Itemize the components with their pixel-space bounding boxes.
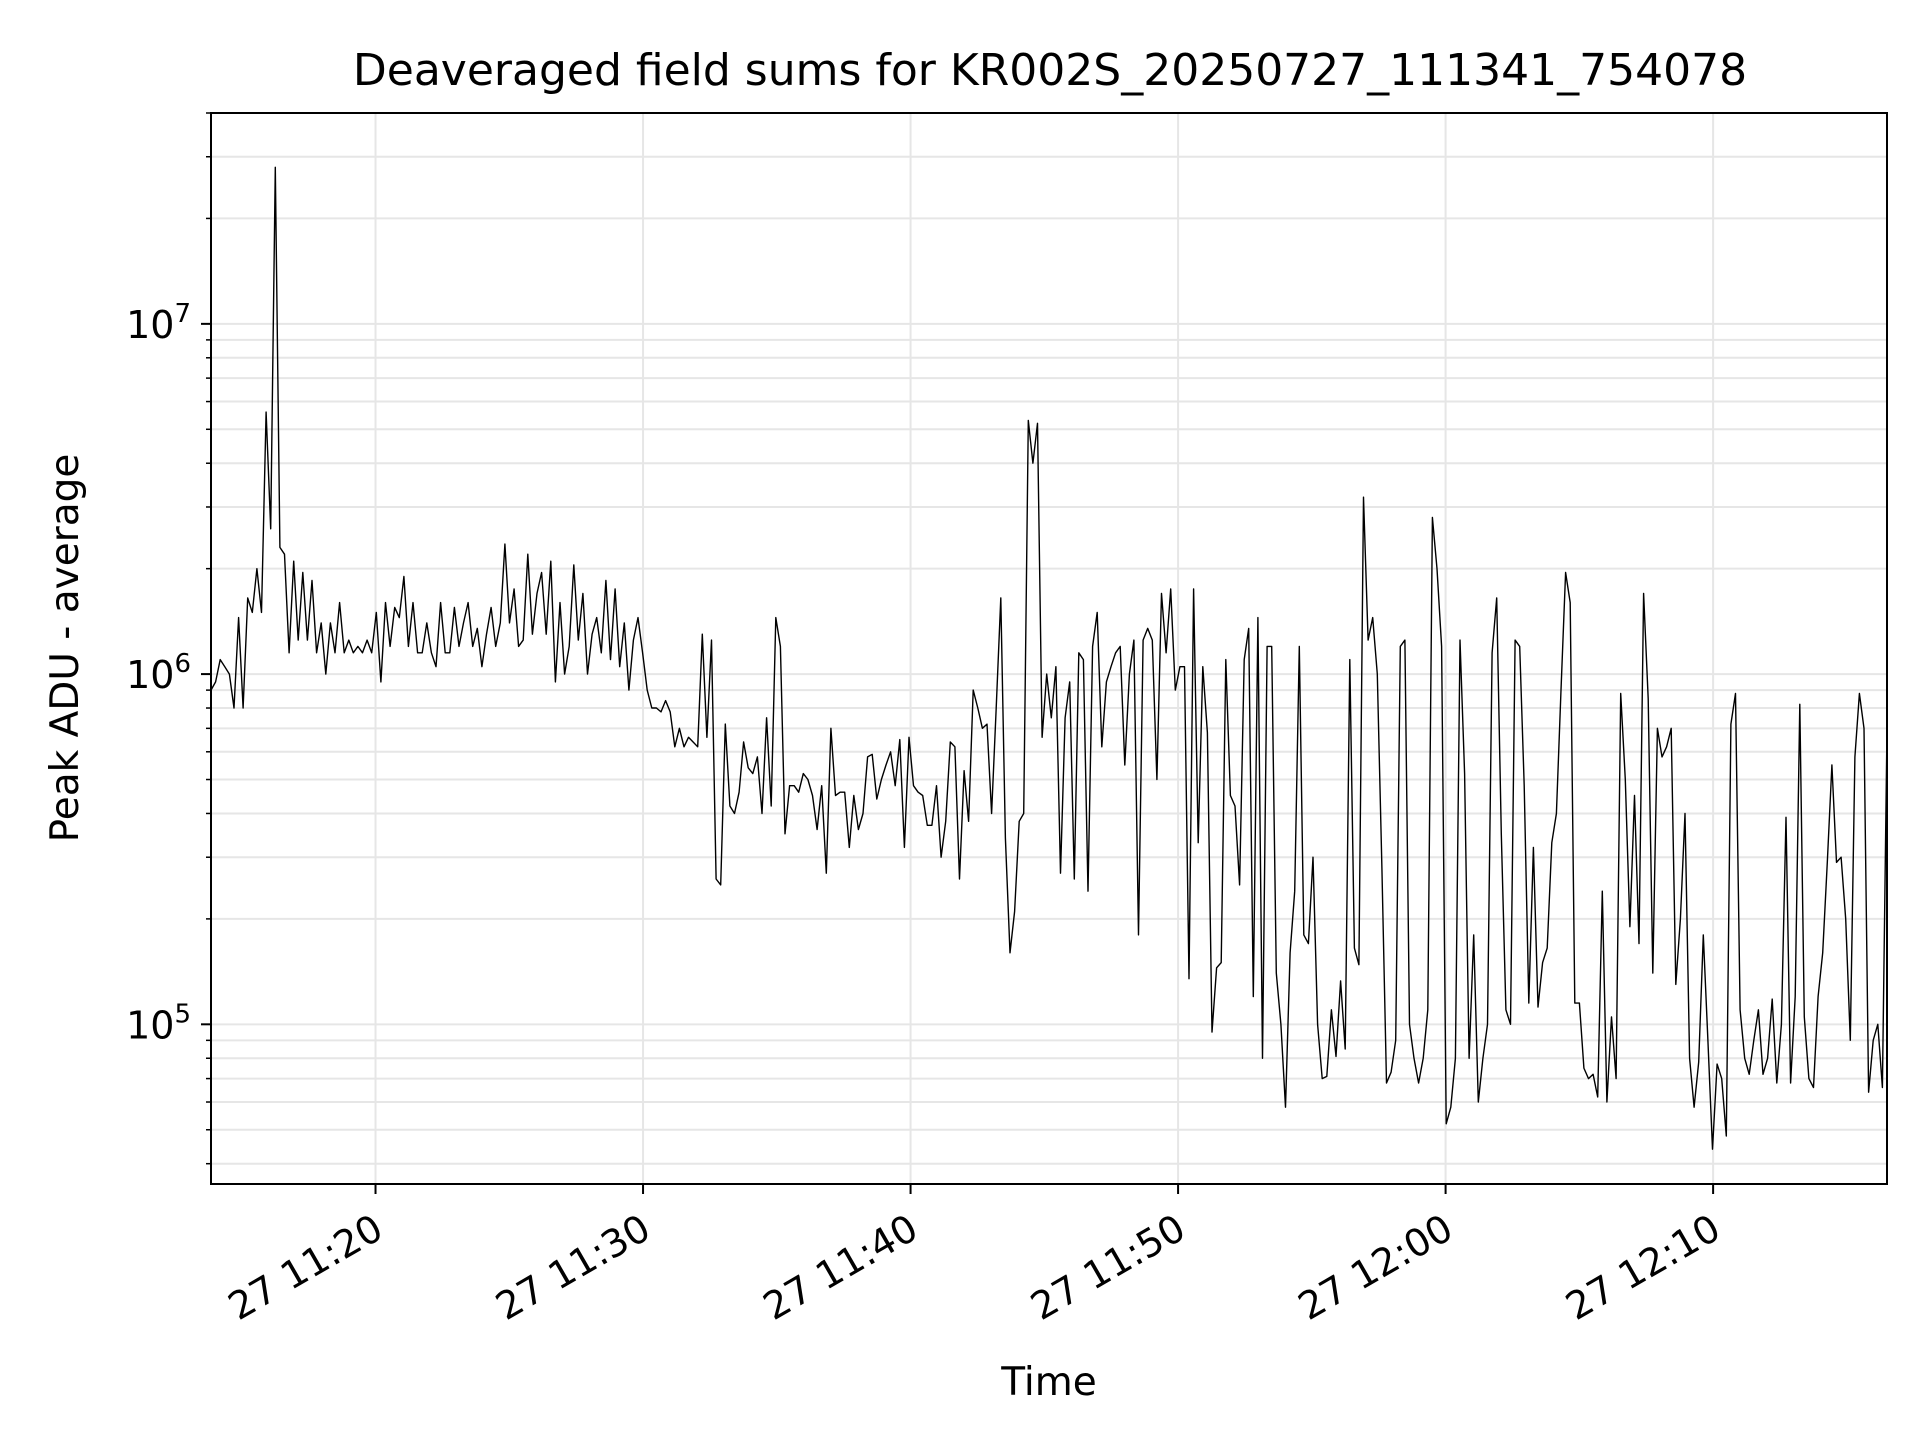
y-axis-label: Peak ADU - average <box>43 454 88 843</box>
series-layer <box>210 166 1888 1150</box>
grid <box>211 112 1887 1184</box>
y-tick-label: 105 <box>126 999 191 1047</box>
y-tick-label: 107 <box>126 299 191 347</box>
y-axis: 105 106 107 <box>126 112 211 1165</box>
x-axis-label: Time <box>1000 1360 1096 1405</box>
plot-frame <box>210 112 1888 1185</box>
chart-title: Deaveraged field sums for KR002S_2025072… <box>353 45 1747 96</box>
y-tick-label: 106 <box>126 649 191 697</box>
data-series-line <box>210 166 1888 1150</box>
